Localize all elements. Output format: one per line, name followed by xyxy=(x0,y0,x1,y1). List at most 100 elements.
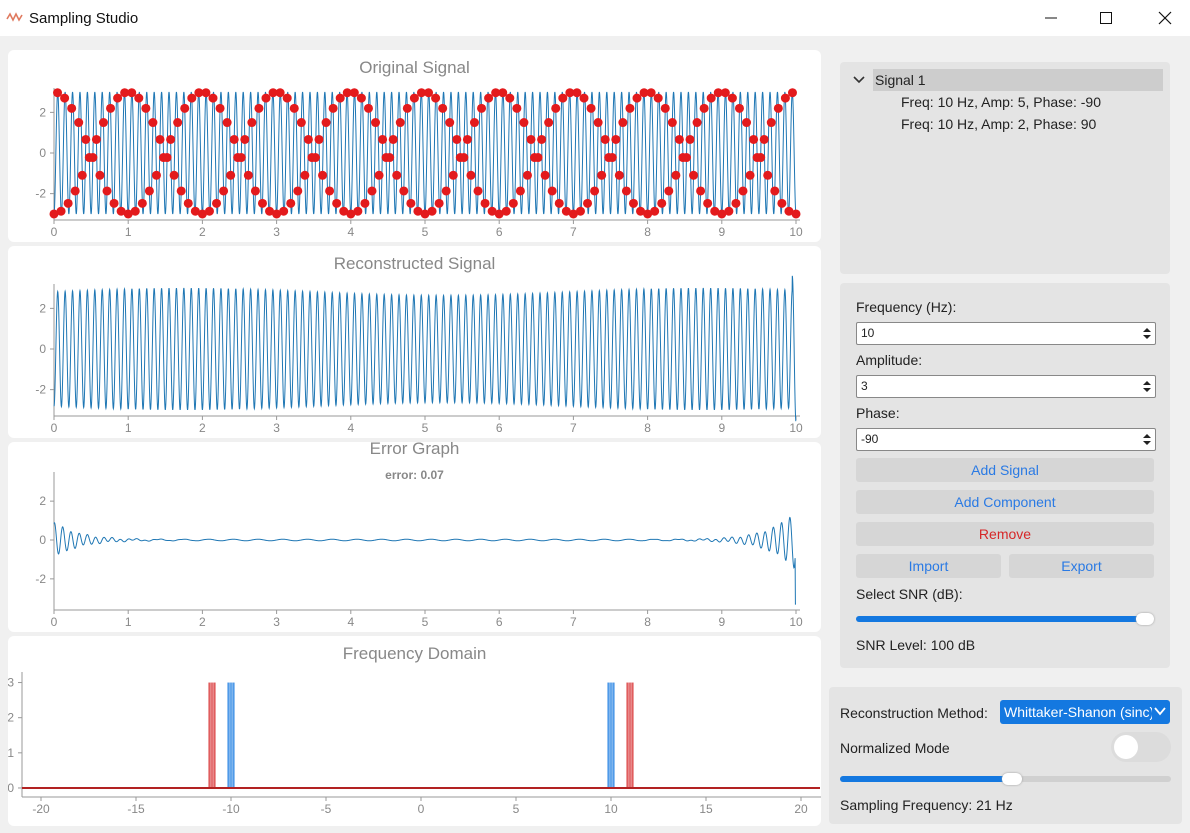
sample-point xyxy=(53,88,63,98)
signal-row-highlight[interactable] xyxy=(873,69,1163,91)
sample-point xyxy=(286,198,296,208)
x-tick-label: -15 xyxy=(127,802,145,816)
x-tick-label: 6 xyxy=(496,225,503,239)
sample-point xyxy=(102,186,112,196)
sample-point xyxy=(611,134,621,144)
maximize-button[interactable] xyxy=(1083,0,1129,36)
sample-point xyxy=(406,198,416,208)
close-button[interactable] xyxy=(1142,0,1188,36)
sample-point xyxy=(681,153,691,163)
x-tick-label: 6 xyxy=(496,615,503,629)
spin-arrows-icon[interactable] xyxy=(1140,377,1154,396)
sample-point xyxy=(123,209,133,219)
snr-slider-handle[interactable] xyxy=(1136,613,1155,625)
sample-point xyxy=(660,103,670,113)
sample-point xyxy=(770,186,780,196)
tree-item-component[interactable]: Freq: 10 Hz, Amp: 5, Phase: -90 xyxy=(901,94,1101,110)
original-signal-plot[interactable]: 0 1 2 3 4 5 6 7 8 9 10 2 0 -2 Original Signal xyxy=(8,50,821,242)
x-tick-label: 10 xyxy=(789,225,803,239)
sample-point xyxy=(434,198,444,208)
sample-point xyxy=(268,88,278,98)
error-graph-title: Error Graph xyxy=(369,439,460,458)
x-tick-label: 1 xyxy=(125,421,132,435)
spin-arrows-icon[interactable] xyxy=(1140,430,1154,449)
sample-point xyxy=(579,93,589,103)
sample-point xyxy=(363,103,373,113)
minimize-button[interactable] xyxy=(1028,0,1074,36)
sample-point xyxy=(318,170,328,180)
sample-point xyxy=(540,170,550,180)
sample-point xyxy=(187,93,197,103)
amplitude-spinbox[interactable]: 3 xyxy=(856,375,1156,398)
sample-point xyxy=(314,134,324,144)
sampling-frequency-text: Sampling Frequency: 21 Hz xyxy=(840,797,1013,813)
phase-spinbox[interactable]: -90 xyxy=(856,428,1156,451)
snr-slider[interactable] xyxy=(856,609,1155,629)
spin-arrows-icon[interactable] xyxy=(1140,324,1154,343)
reconstruction-method-select[interactable]: Whittaker-Shanon (sinc) xyxy=(1000,700,1170,724)
normalized-mode-label: Normalized Mode xyxy=(840,740,950,756)
sample-point xyxy=(749,134,759,144)
component-editor-panel: Frequency (Hz): 10 Amplitude: 3 Phase: -… xyxy=(840,283,1170,668)
sampling-frequency-slider[interactable] xyxy=(840,769,1171,789)
sample-point xyxy=(399,186,409,196)
x-tick-label: 9 xyxy=(718,225,725,239)
sample-point xyxy=(325,186,335,196)
sampling-slider-handle[interactable] xyxy=(1002,773,1023,785)
add-component-button[interactable]: Add Component xyxy=(856,490,1154,514)
sample-point xyxy=(339,206,349,216)
sample-point xyxy=(183,198,193,208)
remove-button[interactable]: Remove xyxy=(856,522,1154,546)
sample-point xyxy=(243,170,253,180)
tree-item-component[interactable]: Freq: 10 Hz, Amp: 2, Phase: 90 xyxy=(901,116,1097,132)
snr-slider-fill xyxy=(856,616,1146,622)
close-icon xyxy=(1158,11,1172,25)
sample-point xyxy=(777,198,787,208)
sample-point xyxy=(173,118,183,128)
sample-point xyxy=(671,170,681,180)
export-button[interactable]: Export xyxy=(1009,554,1154,578)
sample-point xyxy=(498,88,508,98)
app-waveform-icon xyxy=(6,12,23,22)
x-tick-label: 0 xyxy=(418,802,425,816)
x-tick-label: 5 xyxy=(513,802,520,816)
sample-point xyxy=(360,198,370,208)
x-tick-label: 7 xyxy=(570,421,577,435)
sample-point xyxy=(745,170,755,180)
import-button[interactable]: Import xyxy=(856,554,1001,578)
sample-point xyxy=(91,134,101,144)
y-tick-label: -2 xyxy=(35,187,46,201)
y-tick-label: 0 xyxy=(39,533,46,547)
signal-tree-panel: Signal 1 Freq: 10 Hz, Amp: 5, Phase: -90… xyxy=(840,62,1170,274)
reconstructed-signal-plot[interactable]: 0 1 2 3 4 5 6 7 8 9 10 2 0 -2 Reconstructed Signal xyxy=(8,246,821,438)
normalized-mode-toggle[interactable] xyxy=(1111,732,1171,762)
x-tick-label: 20 xyxy=(794,802,808,816)
sample-point xyxy=(766,118,776,128)
frequency-domain-plot[interactable]: -20 -15 -10 -5 0 5 10 15 20 3 2 1 0 Frequency Domain xyxy=(8,636,821,826)
chevron-down-icon[interactable] xyxy=(853,75,865,85)
y-tick-label: 2 xyxy=(39,494,46,508)
sample-point xyxy=(374,170,384,180)
sample-point xyxy=(607,153,617,163)
sample-point xyxy=(49,209,59,219)
x-tick-label: 15 xyxy=(699,802,713,816)
sample-point xyxy=(639,88,649,98)
error-graph-plot[interactable]: 0 1 2 3 4 5 6 7 8 9 10 2 0 -2 Error Graph error: 0.07 xyxy=(8,439,821,632)
sample-point xyxy=(646,88,656,98)
x-tick-label: 6 xyxy=(496,421,503,435)
sample-point xyxy=(667,118,677,128)
add-signal-button[interactable]: Add Signal xyxy=(856,458,1154,482)
sample-point xyxy=(296,118,306,128)
amplitude-label: Amplitude: xyxy=(856,352,923,368)
frequency-spinbox[interactable]: 10 xyxy=(856,322,1156,345)
sample-point xyxy=(515,186,525,196)
sample-point xyxy=(763,170,773,180)
sample-point xyxy=(724,206,734,216)
sample-point xyxy=(710,206,720,216)
sample-point xyxy=(441,186,451,196)
sample-point xyxy=(787,88,797,98)
reconstruction-method-label: Reconstruction Method: xyxy=(840,705,988,721)
sample-point xyxy=(717,209,727,219)
sample-point xyxy=(558,93,568,103)
tree-item-signal[interactable]: Signal 1 xyxy=(875,72,926,88)
